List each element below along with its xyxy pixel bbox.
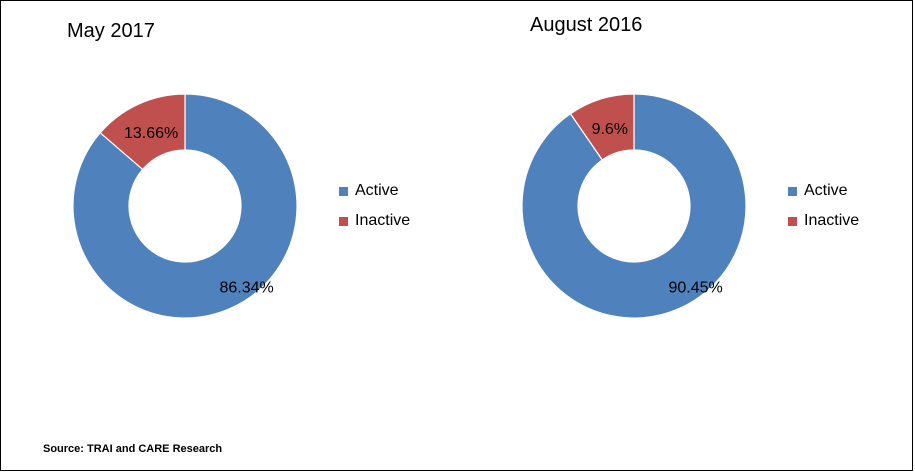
data-label-inactive: 9.6% <box>592 121 628 138</box>
data-label-active: 86.34% <box>219 280 273 297</box>
data-label-inactive: 13.66% <box>124 125 178 142</box>
legend-swatch-inactive <box>339 216 348 226</box>
legend-swatch-active <box>788 186 797 196</box>
chart-title-may-2017: May 2017 <box>67 20 155 42</box>
legend-swatch-active <box>339 186 348 196</box>
legend-item-active: Active <box>339 176 410 206</box>
legend-item-active: Active <box>788 176 859 206</box>
source-note: Source: TRAI and CARE Research <box>43 443 223 455</box>
legend-label-active: Active <box>804 182 848 199</box>
legend-august-2016: Active Inactive <box>788 176 859 236</box>
donut-chart-may-2017: 86.34% 13.66% <box>72 93 298 319</box>
donut-slice-inactive <box>99 93 186 171</box>
legend-item-inactive: Inactive <box>788 206 859 236</box>
donut-chart-august-2016: 90.45% 9.6% <box>521 93 747 319</box>
donut-slice-inactive <box>569 93 635 161</box>
legend-label-inactive: Inactive <box>355 212 411 229</box>
legend-swatch-inactive <box>788 216 797 226</box>
chart-title-august-2016: August 2016 <box>530 14 643 36</box>
donut-slice-active <box>521 93 747 319</box>
legend-label-inactive: Inactive <box>804 212 860 229</box>
legend-label-active: Active <box>355 182 399 199</box>
legend-may-2017: Active Inactive <box>339 176 410 236</box>
donut-slice-active <box>72 93 298 319</box>
legend-item-inactive: Inactive <box>339 206 410 236</box>
data-label-active: 90.45% <box>668 280 722 297</box>
